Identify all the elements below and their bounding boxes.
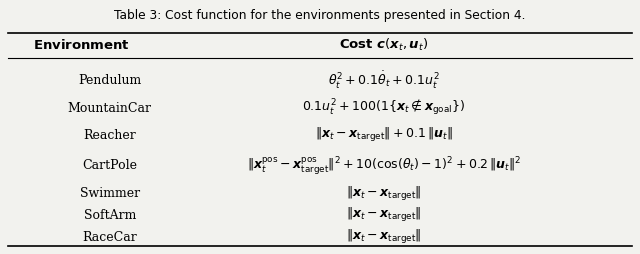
Text: $\|\boldsymbol{x}_t - \boldsymbol{x}_{\mathrm{target}}\|$: $\|\boldsymbol{x}_t - \boldsymbol{x}_{\m…: [346, 185, 422, 203]
Text: MountainCar: MountainCar: [68, 102, 152, 115]
Text: Reacher: Reacher: [83, 129, 136, 141]
Text: Table 3: Cost function for the environments presented in Section 4.: Table 3: Cost function for the environme…: [115, 9, 525, 22]
Text: $\|\boldsymbol{x}_t - \boldsymbol{x}_{\mathrm{target}}\| + 0.1\,\|\boldsymbol{u}: $\|\boldsymbol{x}_t - \boldsymbol{x}_{\m…: [315, 126, 452, 144]
Text: $\mathbf{Cost}\ \boldsymbol{c}(\boldsymbol{x}_t, \boldsymbol{u}_t)$: $\mathbf{Cost}\ \boldsymbol{c}(\boldsymb…: [339, 37, 428, 53]
Text: $\|\boldsymbol{x}_t^{\mathrm{pos}} - \boldsymbol{x}_{\mathrm{target}}^{\mathrm{p: $\|\boldsymbol{x}_t^{\mathrm{pos}} - \bo…: [246, 155, 521, 177]
Text: $\theta_t^2 + 0.1\dot{\theta}_t + 0.1u_t^2$: $\theta_t^2 + 0.1\dot{\theta}_t + 0.1u_t…: [328, 70, 440, 91]
Text: Swimmer: Swimmer: [79, 187, 140, 200]
Text: SoftArm: SoftArm: [84, 209, 136, 222]
Text: Pendulum: Pendulum: [78, 74, 141, 87]
Text: $\|\boldsymbol{x}_t - \boldsymbol{x}_{\mathrm{target}}\|$: $\|\boldsymbol{x}_t - \boldsymbol{x}_{\m…: [346, 228, 422, 246]
Text: $\|\boldsymbol{x}_t - \boldsymbol{x}_{\mathrm{target}}\|$: $\|\boldsymbol{x}_t - \boldsymbol{x}_{\m…: [346, 207, 422, 225]
Text: RaceCar: RaceCar: [83, 231, 137, 244]
Text: $0.1u_t^2 + 100(1\{\boldsymbol{x}_t \notin \boldsymbol{x}_{\mathrm{goal}}\})$: $0.1u_t^2 + 100(1\{\boldsymbol{x}_t \not…: [302, 98, 465, 118]
Text: $\mathbf{Environment}$: $\mathbf{Environment}$: [33, 38, 130, 52]
Text: CartPole: CartPole: [82, 160, 137, 172]
